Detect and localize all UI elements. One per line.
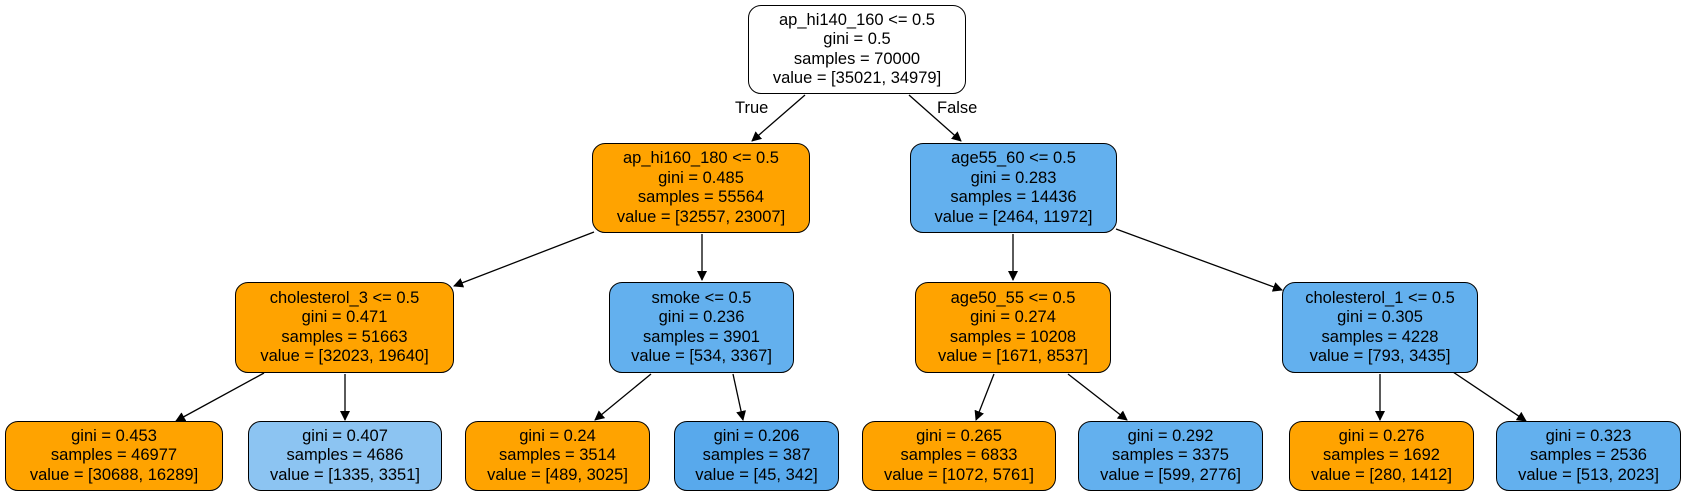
edge-n5-l6 — [1067, 373, 1128, 421]
edge-n6-l8 — [1452, 371, 1527, 422]
node-samples: samples = 55564 — [637, 188, 765, 206]
node-samples: samples = 70000 — [793, 49, 921, 68]
edge-n5-l5 — [974, 373, 995, 421]
node-gini: gini = 0.24 — [519, 426, 596, 445]
node-gini: gini = 0.265 — [916, 426, 1002, 445]
node-split-label: ap_hi160_180 <= 0.5 — [623, 149, 779, 167]
node-split-label: cholesterol_1 <= 0.5 — [1305, 288, 1455, 307]
node-value: value = [30688, 16289] — [29, 465, 199, 484]
tree-leaf: gini = 0.292 samples = 3375 value = [599… — [1078, 421, 1263, 491]
node-split-label: age50_55 <= 0.5 — [950, 288, 1076, 307]
node-value: value = [534, 3367] — [631, 347, 772, 365]
tree-node-smoke: smoke <= 0.5 gini = 0.236 samples = 3901… — [609, 282, 794, 373]
tree-node-root: ap_hi140_160 <= 0.5 gini = 0.5 samples =… — [748, 5, 966, 94]
node-value: value = [1671, 8537] — [938, 347, 1088, 365]
tree-leaf: gini = 0.24 samples = 3514 value = [489,… — [465, 421, 650, 491]
tree-node-ap-hi160-180: ap_hi160_180 <= 0.5 gini = 0.485 samples… — [592, 143, 810, 233]
node-samples: samples = 387 — [702, 446, 811, 465]
tree-node-cholesterol-1: cholesterol_1 <= 0.5 gini = 0.305 sample… — [1282, 282, 1478, 373]
node-gini: gini = 0.274 — [970, 308, 1056, 326]
node-value: value = [599, 2776] — [1100, 465, 1241, 484]
edge-n3-l1 — [175, 372, 265, 422]
node-value: value = [32023, 19640] — [260, 347, 429, 365]
edge-n4-l4 — [732, 373, 746, 421]
node-split-label: smoke <= 0.5 — [651, 288, 752, 307]
edge-label-true: True — [735, 99, 769, 117]
node-gini: gini = 0.323 — [1545, 426, 1632, 445]
node-value: value = [45, 342] — [695, 465, 818, 484]
tree-leaf: gini = 0.407 samples = 4686 value = [133… — [248, 421, 442, 491]
node-value: value = [489, 3025] — [487, 465, 628, 484]
node-samples: samples = 14436 — [950, 188, 1077, 206]
node-gini: gini = 0.236 — [658, 308, 745, 326]
tree-leaf: gini = 0.276 samples = 1692 value = [280… — [1289, 421, 1474, 491]
edge-label-false: False — [937, 99, 978, 117]
tree-node-age50-55: age50_55 <= 0.5 gini = 0.274 samples = 1… — [915, 282, 1111, 373]
node-split-label: cholesterol_3 <= 0.5 — [269, 288, 420, 307]
node-samples: samples = 3375 — [1112, 446, 1229, 465]
node-gini: gini = 0.5 — [823, 30, 891, 48]
node-samples: samples = 4686 — [286, 446, 404, 465]
tree-leaf: gini = 0.265 samples = 6833 value = [107… — [862, 421, 1056, 491]
node-samples: samples = 10208 — [949, 327, 1077, 346]
node-gini: gini = 0.292 — [1127, 426, 1214, 445]
node-gini: gini = 0.305 — [1337, 308, 1423, 326]
tree-leaf: gini = 0.206 samples = 387 value = [45, … — [674, 421, 839, 491]
edge-root-n1 — [751, 94, 806, 142]
node-samples: samples = 6833 — [900, 446, 1018, 465]
node-gini: gini = 0.283 — [970, 168, 1057, 187]
node-value: value = [513, 2023] — [1518, 465, 1659, 484]
node-samples: samples = 51663 — [281, 327, 408, 346]
node-gini: gini = 0.485 — [658, 168, 744, 187]
node-value: value = [1072, 5761] — [884, 465, 1034, 484]
tree-node-age55-60: age55_60 <= 0.5 gini = 0.283 samples = 1… — [910, 143, 1117, 233]
node-gini: gini = 0.453 — [71, 426, 157, 445]
node-gini: gini = 0.471 — [301, 308, 388, 326]
node-value: value = [793, 3435] — [1309, 347, 1451, 365]
node-gini: gini = 0.407 — [302, 426, 388, 445]
node-split-label: ap_hi140_160 <= 0.5 — [779, 10, 935, 29]
node-value: value = [32557, 23007] — [616, 207, 786, 226]
node-value: value = [2464, 11972] — [934, 207, 1093, 226]
tree-leaf: gini = 0.323 samples = 2536 value = [513… — [1496, 421, 1681, 491]
node-value: value = [1335, 3351] — [270, 465, 420, 484]
node-value: value = [280, 1412] — [1311, 465, 1452, 484]
edge-n1-n3 — [453, 231, 595, 288]
edge-root-n2 — [908, 94, 962, 142]
node-samples: samples = 3514 — [499, 446, 616, 465]
tree-leaf: gini = 0.453 samples = 46977 value = [30… — [5, 421, 223, 491]
tree-node-cholesterol-3: cholesterol_3 <= 0.5 gini = 0.471 sample… — [235, 282, 454, 373]
edge-n4-l3 — [594, 373, 652, 421]
node-gini: gini = 0.206 — [713, 426, 800, 445]
node-samples: samples = 46977 — [50, 446, 178, 465]
node-samples: samples = 4228 — [1321, 327, 1439, 346]
edge-n2-n6 — [1115, 228, 1283, 292]
node-samples: samples = 3901 — [643, 327, 760, 346]
node-samples: samples = 1692 — [1323, 446, 1440, 465]
node-split-label: age55_60 <= 0.5 — [951, 149, 1076, 167]
node-value: value = [35021, 34979] — [772, 69, 942, 87]
node-samples: samples = 2536 — [1530, 446, 1647, 465]
node-gini: gini = 0.276 — [1338, 426, 1425, 445]
